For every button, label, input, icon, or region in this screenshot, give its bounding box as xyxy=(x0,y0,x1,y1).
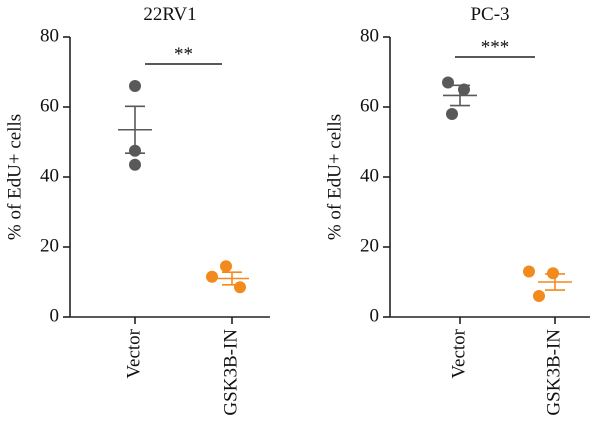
x-tick-label: Vector xyxy=(448,328,469,378)
data-point xyxy=(446,108,458,120)
data-point xyxy=(523,265,535,278)
chart-title: 22RV1 xyxy=(143,4,196,25)
x-tick-label: Vector xyxy=(123,328,144,378)
y-tick-label: 0 xyxy=(50,305,60,326)
data-point xyxy=(458,83,470,96)
x-tick-label: GSK3B-IN xyxy=(543,329,564,416)
data-point xyxy=(129,158,141,171)
data-point xyxy=(547,267,559,280)
y-tick-label: 80 xyxy=(360,25,379,46)
y-tick-label: 0 xyxy=(370,305,380,326)
y-tick-label: 20 xyxy=(360,235,379,256)
x-tick-label: GSK3B-IN xyxy=(220,329,241,416)
y-tick-label: 20 xyxy=(40,235,59,256)
y-axis-label: % of EdU+ cells xyxy=(324,114,345,240)
data-point xyxy=(129,144,141,157)
data-point xyxy=(533,290,545,302)
chart-title: PC-3 xyxy=(470,4,509,25)
data-point xyxy=(220,260,232,273)
data-point xyxy=(129,80,141,92)
y-tick-label: 40 xyxy=(360,165,379,186)
data-point xyxy=(442,76,454,89)
y-tick-label: 60 xyxy=(40,95,59,116)
data-point xyxy=(234,281,246,294)
y-tick-label: 80 xyxy=(40,25,59,46)
significance-label: ** xyxy=(174,44,193,65)
significance-label: *** xyxy=(481,37,510,58)
y-axis-label: % of EdU+ cells xyxy=(4,114,25,240)
y-tick-label: 40 xyxy=(40,165,59,186)
data-point xyxy=(206,270,218,283)
y-tick-label: 60 xyxy=(360,95,379,116)
